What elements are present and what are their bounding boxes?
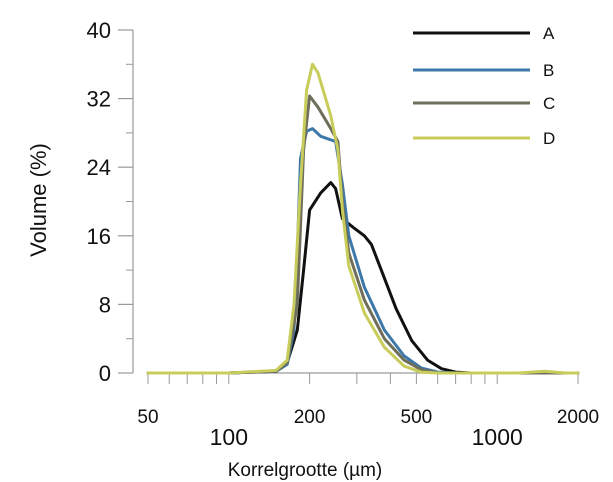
y-tick-label: 32 <box>87 87 111 112</box>
series-line-b <box>146 127 580 375</box>
x-tick-label: 200 <box>294 407 326 428</box>
axes-layer <box>132 30 578 374</box>
series-line-d <box>146 62 580 375</box>
x-tick-label: 100 <box>210 424 248 450</box>
series-lines <box>146 62 580 375</box>
legend-label-d: D <box>543 129 555 148</box>
legend-label-c: C <box>543 94 555 113</box>
x-tick-label: 500 <box>401 407 433 428</box>
y-tick-label: 0 <box>99 361 111 386</box>
y-ticks: 0 8 16 24 32 40 <box>87 18 133 386</box>
y-tick-label: 8 <box>99 292 111 317</box>
y-axis-title: Volume (%) <box>26 143 51 257</box>
y-tick-label: 24 <box>87 155 111 180</box>
y-tick-label: 16 <box>87 224 111 249</box>
x-tick-label: 1000 <box>472 424 523 450</box>
x-tick-label: 2000 <box>557 407 599 428</box>
y-tick-label: 40 <box>87 18 111 43</box>
legend-label-b: B <box>543 61 554 80</box>
legend-label-a: A <box>543 24 555 43</box>
x-axis-title: Korrelgrootte (µm) <box>228 460 383 481</box>
x-ticks: 50 100 200 500 1000 2000 <box>137 373 599 450</box>
x-tick-label: 50 <box>137 407 158 428</box>
